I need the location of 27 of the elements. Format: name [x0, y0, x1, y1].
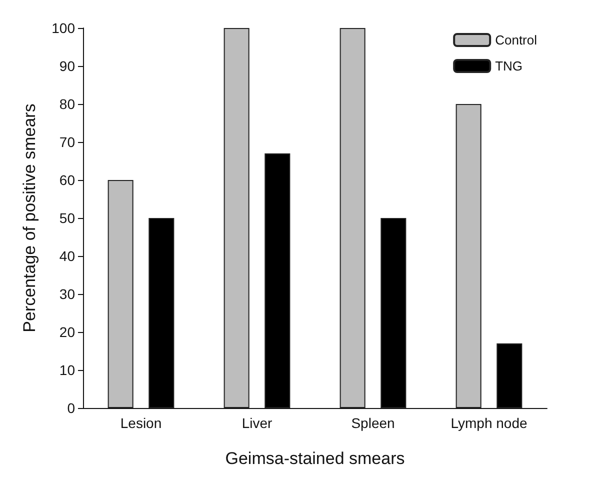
x-tick-label: Spleen: [351, 415, 395, 431]
y-tick-label: 30: [59, 286, 76, 302]
x-tick-label: Lesion: [120, 415, 162, 431]
legend-label: TNG: [495, 58, 523, 74]
bar: [108, 180, 134, 408]
y-tick-label: 40: [59, 248, 76, 264]
bar: [496, 343, 522, 408]
bar: [380, 218, 406, 408]
x-tick-label: Lymph node: [450, 415, 528, 431]
y-tick-label: 60: [59, 172, 76, 188]
x-axis-title: Geimsa-stained smears: [225, 449, 405, 468]
bar: [264, 153, 290, 408]
y-tick-label: 50: [59, 210, 76, 226]
y-tick-label: 10: [59, 362, 76, 378]
y-tick-label: 100: [52, 20, 76, 36]
y-tick-label: 90: [59, 58, 76, 74]
y-tick-label: 80: [59, 96, 76, 112]
bar: [340, 28, 366, 408]
y-tick-label: 0: [67, 400, 76, 416]
bar: [148, 218, 174, 408]
y-axis-title: Percentage of positive smears: [20, 104, 39, 332]
x-tick-label: Liver: [242, 415, 273, 431]
y-tick-label: 70: [59, 134, 76, 150]
bar: [224, 28, 250, 408]
y-tick-label: 20: [59, 324, 76, 340]
legend-label: Control: [495, 32, 538, 48]
bar: [456, 104, 482, 408]
